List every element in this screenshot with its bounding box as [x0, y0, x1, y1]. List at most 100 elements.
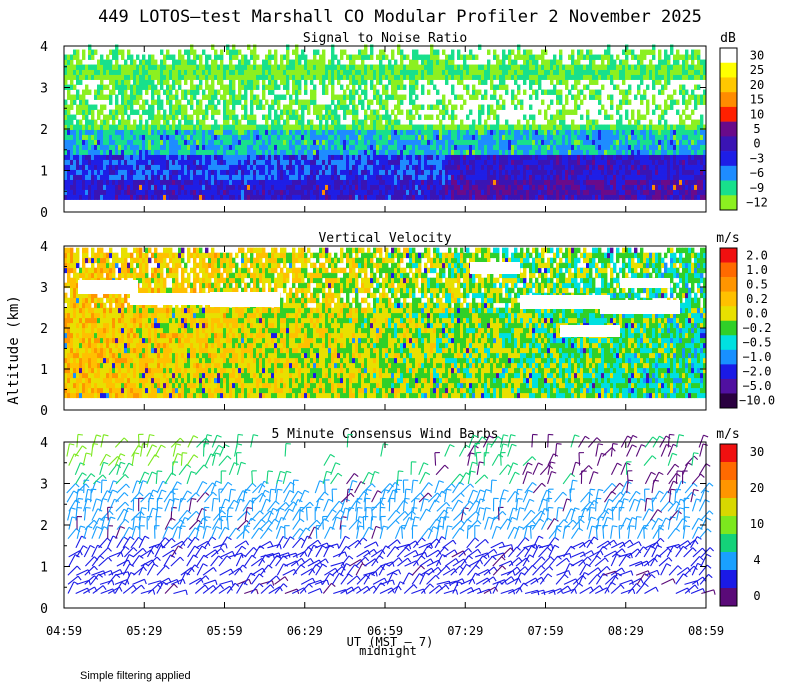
heatmap-cell — [112, 174, 116, 180]
heatmap-cell — [202, 64, 206, 70]
heatmap-cell — [169, 134, 173, 140]
heatmap-cell — [571, 109, 575, 115]
heatmap-cell — [280, 174, 284, 180]
heatmap-cell — [310, 174, 314, 180]
heatmap-cell — [346, 69, 350, 75]
heatmap-cell — [298, 64, 302, 70]
heatmap-cell — [526, 64, 530, 70]
heatmap-cell — [358, 179, 362, 185]
heatmap-cell — [592, 169, 596, 175]
heatmap-cell — [499, 134, 503, 140]
heatmap-cell — [139, 84, 143, 90]
heatmap-cell — [124, 94, 128, 100]
heatmap-cell — [310, 79, 314, 85]
heatmap-cell — [124, 84, 128, 90]
heatmap-cell — [226, 49, 230, 55]
heatmap-cell — [571, 54, 575, 60]
heatmap-cell — [655, 139, 659, 145]
heatmap-cell — [529, 144, 533, 150]
heatmap-cell — [454, 184, 458, 190]
heatmap-cell — [607, 149, 611, 155]
heatmap-cell — [595, 129, 599, 135]
heatmap-cell — [664, 184, 668, 190]
heatmap-cell — [577, 129, 581, 135]
heatmap-cell — [304, 149, 308, 155]
heatmap-cell — [214, 179, 218, 185]
heatmap-cell — [640, 74, 644, 80]
heatmap-cell — [661, 149, 665, 155]
heatmap-cell — [499, 154, 503, 160]
heatmap-cell — [514, 174, 518, 180]
heatmap-cell — [247, 184, 251, 190]
heatmap-cell — [493, 154, 497, 160]
heatmap-cell — [505, 139, 509, 145]
heatmap-cell — [136, 69, 140, 75]
heatmap-cell — [589, 189, 593, 195]
heatmap-cell — [91, 109, 95, 115]
heatmap-cell — [262, 124, 266, 130]
heatmap-cell — [532, 154, 536, 160]
heatmap-cell — [190, 59, 194, 65]
heatmap-cell — [76, 189, 80, 195]
heatmap-cell — [613, 179, 617, 185]
heatmap-cell — [82, 129, 86, 135]
heatmap-cell — [280, 134, 284, 140]
heatmap-cell — [622, 64, 626, 70]
heatmap-cell — [94, 179, 98, 185]
heatmap-cell — [115, 94, 119, 100]
heatmap-cell — [496, 144, 500, 150]
heatmap-cell — [256, 124, 260, 130]
heatmap-cell — [490, 109, 494, 115]
heatmap-cell — [79, 159, 83, 165]
heatmap-cell — [79, 124, 83, 130]
heatmap-cell — [241, 184, 245, 190]
heatmap-cell — [508, 164, 512, 170]
heatmap-cell — [400, 74, 404, 80]
heatmap-cell — [310, 164, 314, 170]
heatmap-cell — [304, 124, 308, 130]
heatmap-cell — [562, 144, 566, 150]
heatmap-cell — [565, 109, 569, 115]
heatmap-cell — [508, 124, 512, 130]
heatmap-cell — [595, 89, 599, 95]
heatmap-cell — [358, 184, 362, 190]
heatmap-cell — [616, 174, 620, 180]
heatmap-cell — [247, 179, 251, 185]
heatmap-cell — [127, 164, 131, 170]
heatmap-cell — [466, 179, 470, 185]
heatmap-cell — [103, 159, 107, 165]
heatmap-cell — [220, 179, 224, 185]
heatmap-cell — [181, 174, 185, 180]
heatmap-cell — [64, 139, 68, 145]
heatmap-cell — [355, 64, 359, 70]
heatmap-cell — [370, 179, 374, 185]
heatmap-cell — [391, 69, 395, 75]
heatmap-cell — [442, 104, 446, 110]
heatmap-cell — [496, 64, 500, 70]
heatmap-cell — [478, 149, 482, 155]
heatmap-cell — [106, 84, 110, 90]
heatmap-cell — [649, 144, 653, 150]
heatmap-cell — [274, 99, 278, 105]
heatmap-cell — [397, 99, 401, 105]
heatmap-cell — [85, 134, 89, 140]
heatmap-cell — [463, 64, 467, 70]
heatmap-cell — [478, 114, 482, 120]
heatmap-cell — [373, 129, 377, 135]
heatmap-cell — [298, 79, 302, 85]
heatmap-cell — [265, 184, 269, 190]
heatmap-cell — [553, 129, 557, 135]
heatmap-cell — [328, 194, 332, 200]
heatmap-cell — [190, 64, 194, 70]
heatmap-cell — [577, 164, 581, 170]
heatmap-cell — [244, 134, 248, 140]
heatmap-cell — [310, 189, 314, 195]
heatmap-cell — [367, 99, 371, 105]
heatmap-cell — [205, 164, 209, 170]
heatmap-cell — [421, 189, 425, 195]
heatmap-cell — [223, 144, 227, 150]
heatmap-cell — [319, 169, 323, 175]
heatmap-cell — [604, 74, 608, 80]
heatmap-cell — [298, 164, 302, 170]
heatmap-cell — [304, 144, 308, 150]
